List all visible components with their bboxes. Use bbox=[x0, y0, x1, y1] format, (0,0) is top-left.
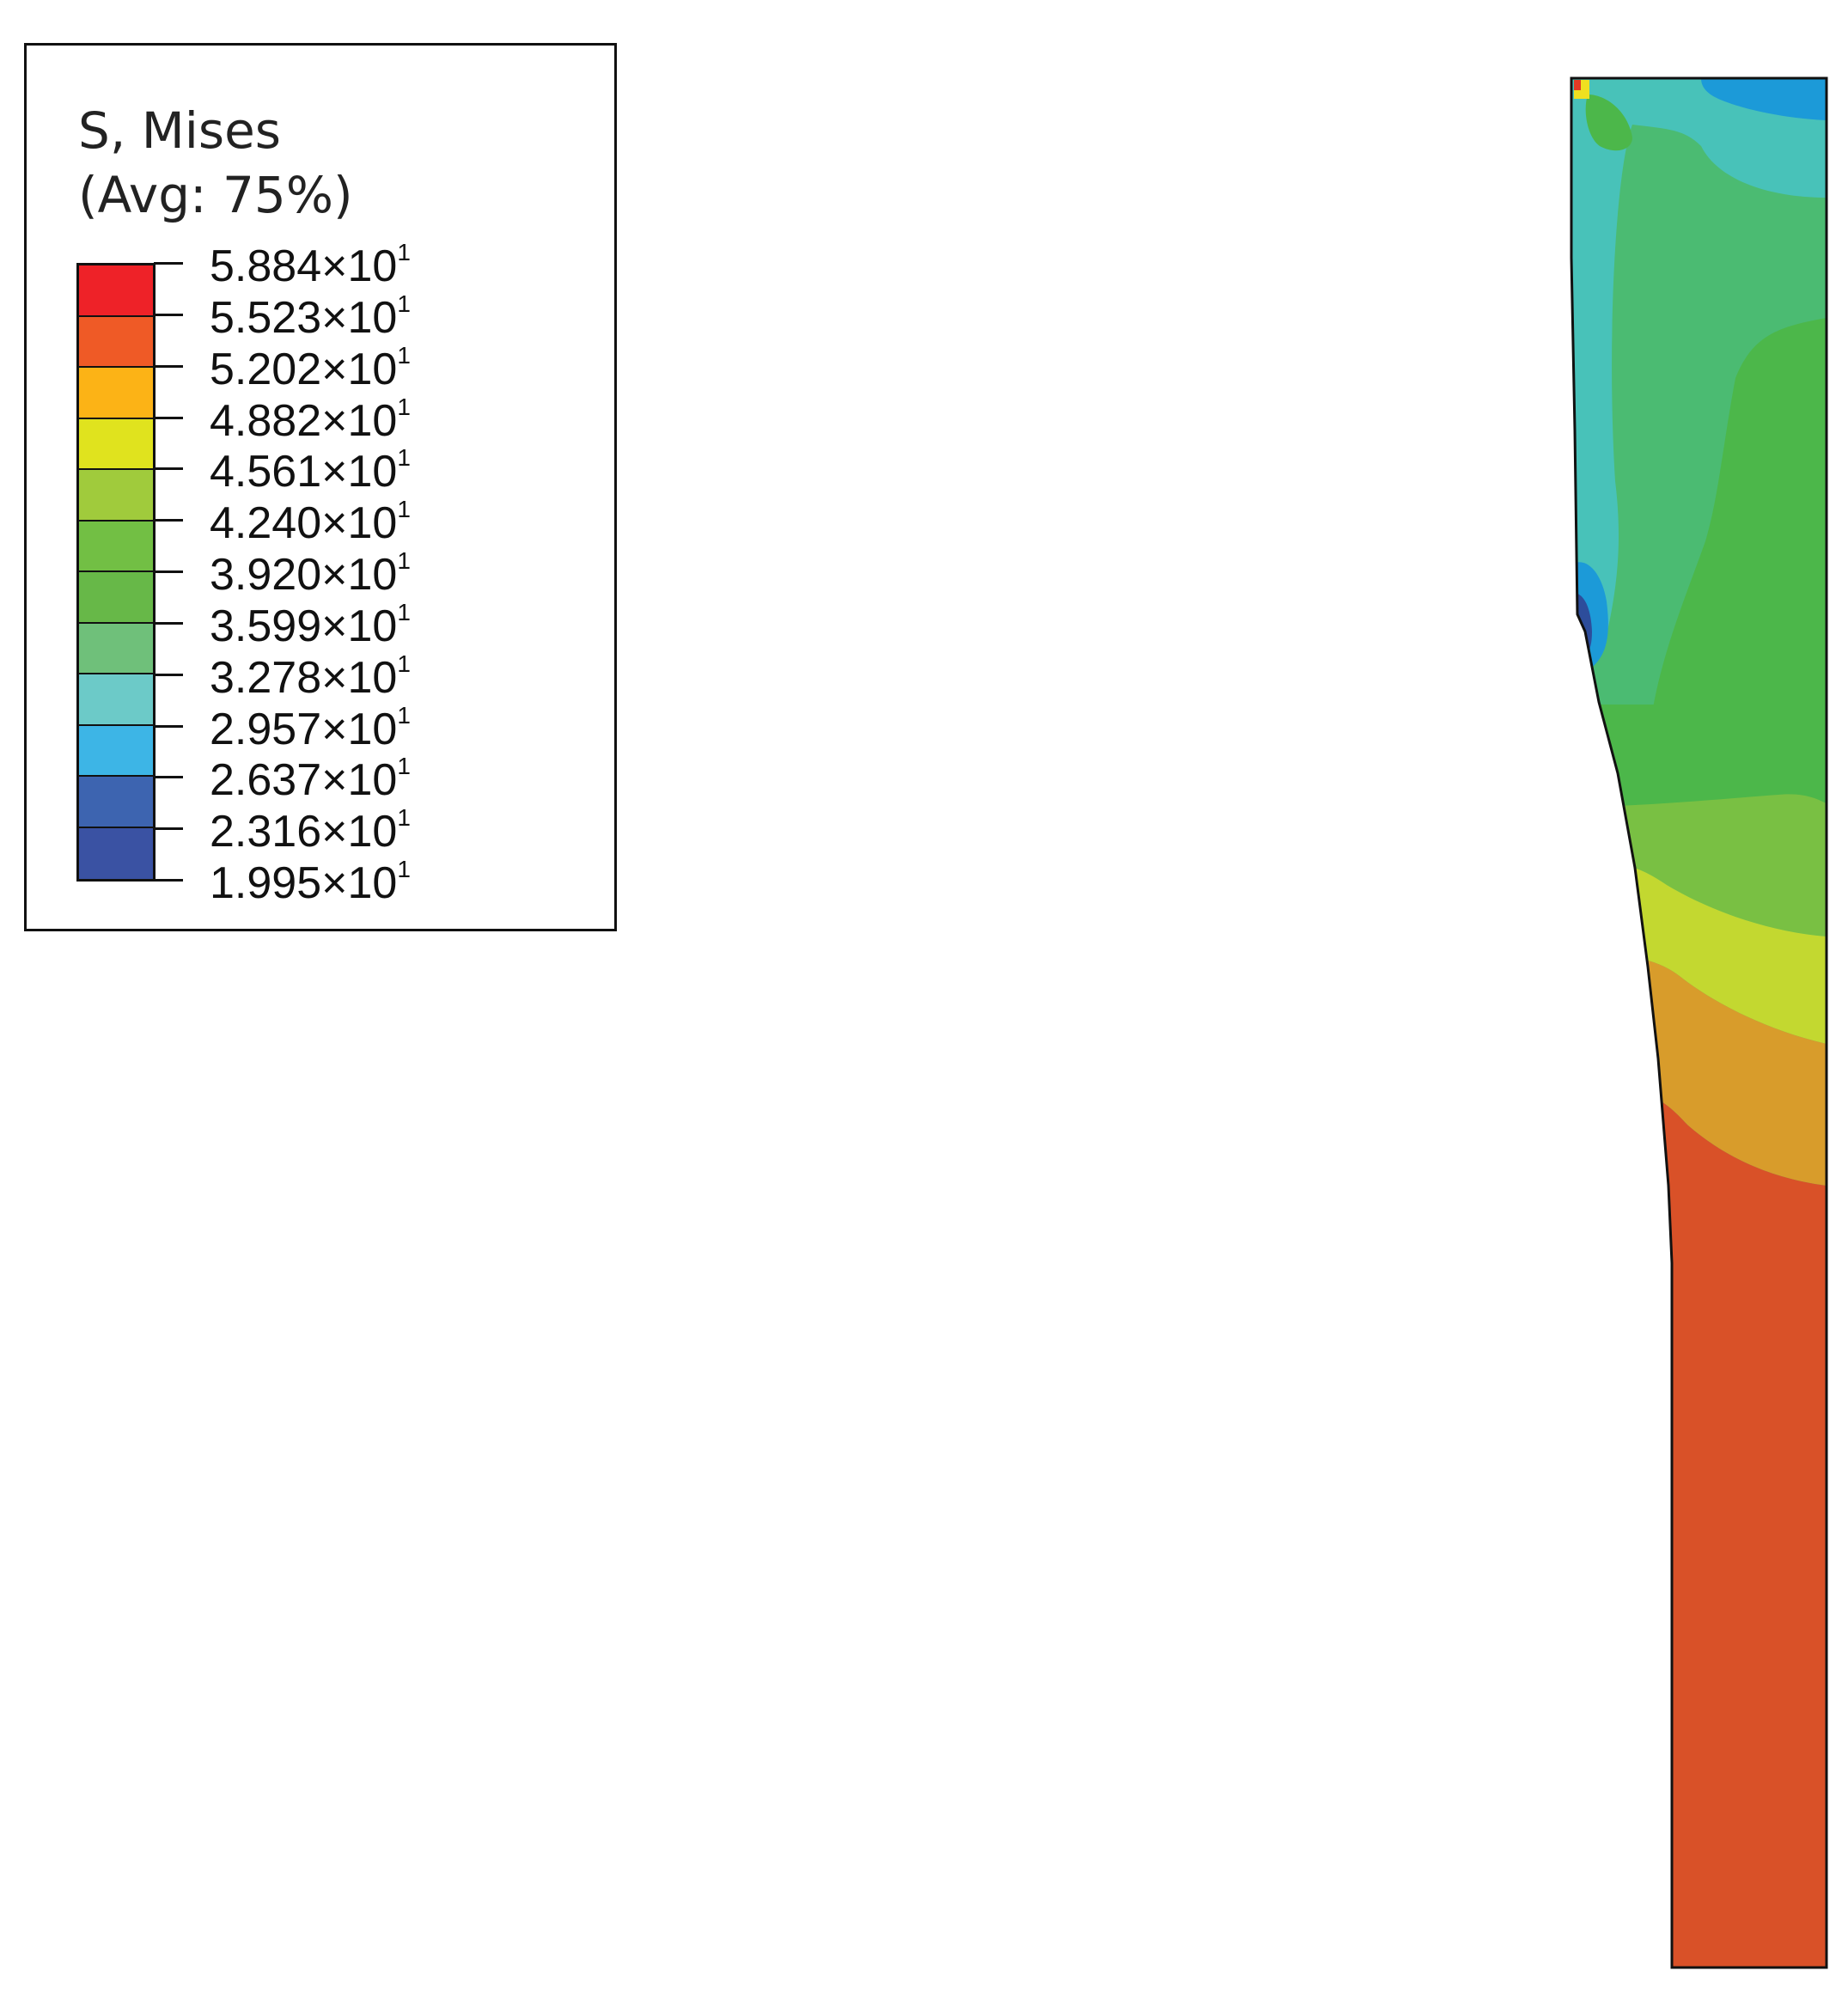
color-band bbox=[79, 316, 153, 368]
tick-label-mantissa: 4.561×10 bbox=[210, 447, 398, 497]
tick-mark bbox=[154, 776, 183, 779]
tick-label: 2.637×101 bbox=[210, 753, 411, 806]
tick-label-exponent: 1 bbox=[397, 753, 411, 780]
color-band bbox=[79, 674, 153, 726]
tick-mark bbox=[154, 467, 183, 471]
color-band bbox=[79, 623, 153, 674]
tick-label-mantissa: 1.995×10 bbox=[210, 858, 398, 908]
tick-label-exponent: 1 bbox=[397, 290, 411, 317]
tick-label-mantissa: 5.523×10 bbox=[210, 292, 398, 343]
tick-label: 5.523×101 bbox=[210, 290, 411, 343]
contour-region-red-orange bbox=[1571, 1057, 1827, 1968]
tick-mark bbox=[154, 262, 183, 265]
color-band bbox=[79, 725, 153, 777]
legend-averaging-note: (Avg: 75%) bbox=[78, 166, 353, 224]
contour-region-green-spot bbox=[1585, 95, 1632, 151]
tick-label: 1.995×101 bbox=[210, 857, 411, 906]
tick-label-exponent: 1 bbox=[397, 341, 411, 369]
contour-region-green-upper bbox=[1650, 318, 1827, 730]
tick-mark bbox=[154, 673, 183, 676]
tick-label: 3.599×101 bbox=[210, 598, 411, 651]
tick-mark bbox=[154, 879, 183, 882]
tick-label-exponent: 1 bbox=[397, 650, 411, 677]
tick-label-mantissa: 3.599×10 bbox=[210, 601, 398, 651]
color-band bbox=[79, 470, 153, 522]
color-band bbox=[79, 521, 153, 572]
tick-label-exponent: 1 bbox=[397, 239, 411, 265]
tick-label-exponent: 1 bbox=[397, 393, 411, 420]
tick-label-mantissa: 3.278×10 bbox=[210, 652, 398, 703]
tick-label-exponent: 1 bbox=[397, 547, 411, 574]
tick-label: 5.202×101 bbox=[210, 341, 411, 394]
color-band bbox=[79, 265, 153, 317]
tick-label: 4.882×101 bbox=[210, 393, 411, 446]
legend: S, Mises (Avg: 75%) 5.884×101 5.523×101 5.… bbox=[24, 43, 617, 931]
tick-mark bbox=[154, 416, 183, 419]
tick-mark bbox=[154, 621, 183, 625]
tick-label-mantissa: 4.240×10 bbox=[210, 498, 398, 549]
tick-label-exponent: 1 bbox=[397, 804, 411, 832]
tick-label-exponent: 1 bbox=[397, 444, 411, 472]
tick-label-mantissa: 2.957×10 bbox=[210, 704, 398, 754]
tick-label: 2.316×101 bbox=[210, 804, 411, 857]
tick-mark bbox=[154, 364, 183, 368]
tick-label-mantissa: 2.316×10 bbox=[210, 807, 398, 857]
tick-mark bbox=[154, 519, 183, 522]
color-band bbox=[79, 827, 153, 879]
tick-mark bbox=[154, 724, 183, 728]
tick-mark bbox=[154, 827, 183, 831]
tick-label-mantissa: 2.637×10 bbox=[210, 755, 398, 806]
tick-mark bbox=[154, 313, 183, 316]
color-band bbox=[79, 368, 153, 419]
tick-label: 4.561×101 bbox=[210, 444, 411, 497]
color-scale-bar bbox=[76, 263, 156, 882]
tick-label: 3.278×101 bbox=[210, 650, 411, 703]
tick-label-mantissa: 4.882×10 bbox=[210, 395, 398, 446]
tick-label: 2.957×101 bbox=[210, 701, 411, 754]
tick-label-mantissa: 5.202×10 bbox=[210, 344, 398, 394]
tick-label: 3.920×101 bbox=[210, 547, 411, 600]
part-outline bbox=[1570, 76, 1828, 1969]
tick-mark bbox=[154, 570, 183, 573]
tick-label-exponent: 1 bbox=[397, 856, 411, 882]
color-band bbox=[79, 418, 153, 470]
tick-label: 5.884×101 bbox=[210, 239, 411, 291]
tick-label-exponent: 1 bbox=[397, 496, 411, 523]
color-band bbox=[79, 572, 153, 624]
contour-region-green-lower bbox=[1571, 705, 1827, 808]
contour-hotspot-red bbox=[1574, 80, 1581, 90]
tick-label: 4.240×101 bbox=[210, 497, 411, 546]
tick-label-exponent: 1 bbox=[397, 701, 411, 729]
color-band bbox=[79, 777, 153, 828]
contour-region-blue-top-right bbox=[1701, 78, 1827, 120]
tick-label-mantissa: 3.920×10 bbox=[210, 550, 398, 600]
legend-variable-title: S, Mises bbox=[78, 101, 281, 160]
tick-label-mantissa: 5.884×10 bbox=[210, 241, 398, 291]
tick-label-exponent: 1 bbox=[397, 598, 411, 625]
